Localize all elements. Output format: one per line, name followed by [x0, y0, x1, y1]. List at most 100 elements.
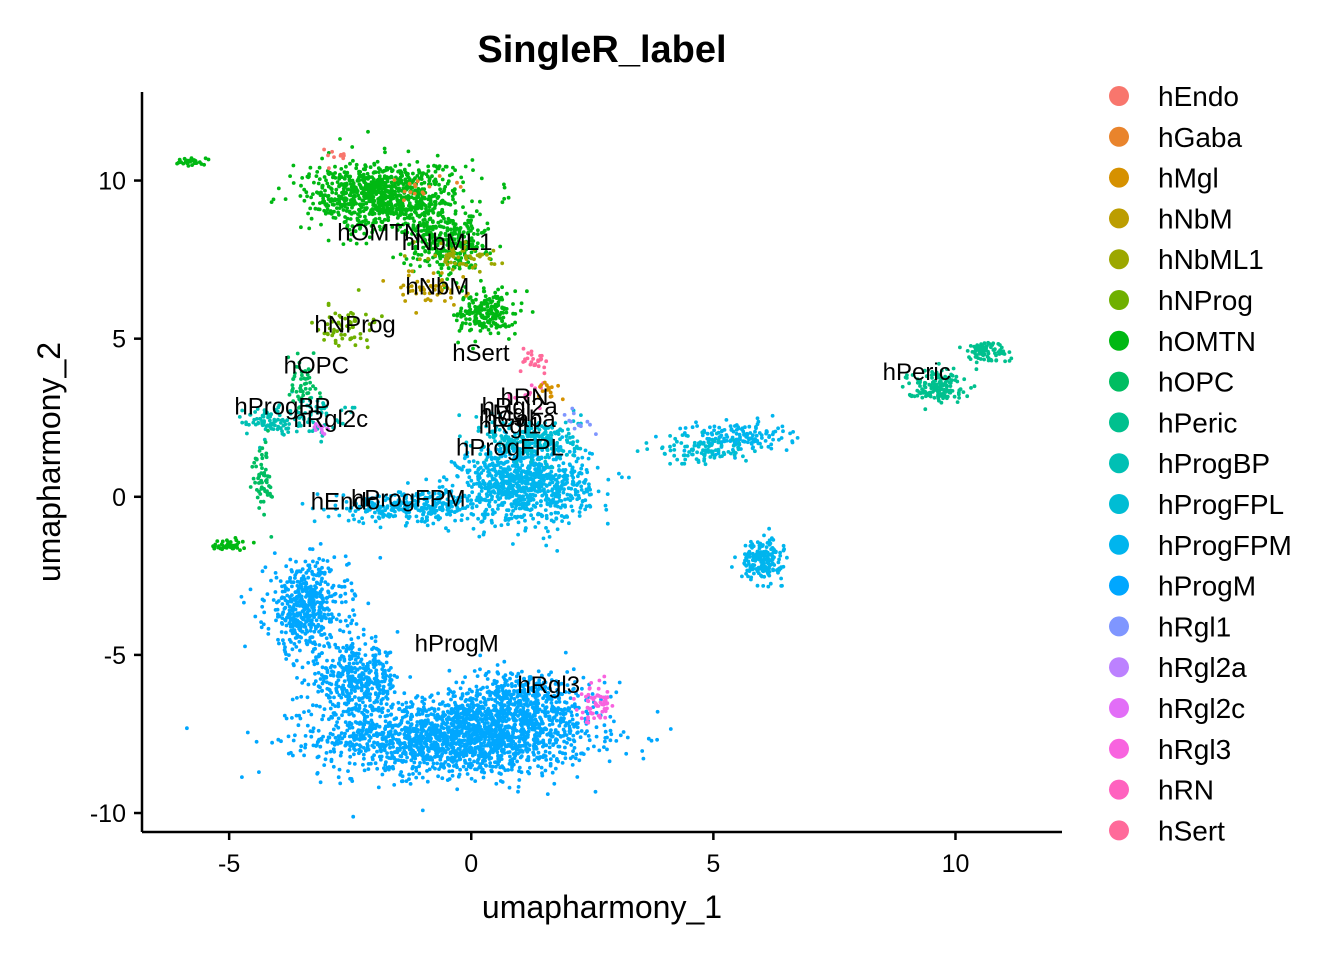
cell-point — [322, 763, 327, 767]
cell-point — [436, 707, 441, 711]
cell-point — [539, 483, 544, 487]
cell-point — [324, 693, 329, 697]
cell-point — [449, 697, 453, 702]
cell-point — [437, 728, 442, 733]
cell-point — [380, 772, 385, 777]
cell-point — [605, 492, 610, 496]
cell-point — [729, 427, 734, 432]
cell-point — [567, 706, 572, 711]
cell-point — [563, 700, 567, 704]
cell-point — [583, 507, 588, 512]
cell-point — [552, 781, 557, 786]
cell-point — [461, 721, 466, 726]
cell-point — [374, 731, 379, 736]
cell-point — [287, 637, 292, 642]
cell-point — [545, 732, 550, 737]
cell-point — [502, 742, 507, 747]
cell-point — [270, 740, 274, 745]
cell-point — [540, 709, 545, 714]
cell-point — [298, 716, 303, 721]
cell-point — [310, 605, 314, 610]
cell-point — [459, 696, 463, 701]
cell-point — [290, 569, 294, 574]
cell-point — [472, 741, 477, 745]
cell-point — [590, 692, 595, 696]
cell-point — [420, 749, 425, 754]
cell-point — [284, 657, 289, 661]
cell-point — [419, 731, 424, 736]
cell-point — [341, 629, 346, 634]
cell-point — [474, 693, 479, 698]
cell-point — [329, 635, 334, 640]
cell-point — [369, 718, 374, 723]
scatter-points — [175, 129, 1014, 819]
cell-point — [387, 514, 392, 519]
cell-point — [350, 708, 354, 712]
cell-point — [410, 752, 414, 757]
cell-point — [355, 661, 360, 666]
cell-point — [457, 413, 462, 418]
cell-point — [371, 726, 376, 731]
cell-point — [518, 712, 522, 716]
cell-point — [577, 514, 582, 518]
cell-point — [694, 420, 698, 425]
cell-point — [424, 743, 429, 747]
cell-point — [547, 535, 552, 539]
cell-point — [446, 747, 451, 751]
cell-point — [338, 649, 342, 654]
cell-point — [710, 432, 715, 437]
cell-point — [556, 732, 560, 736]
cell-point — [511, 542, 515, 546]
cell-point — [359, 744, 363, 749]
cell-point — [388, 686, 393, 691]
cell-point — [602, 680, 607, 685]
cell-point — [500, 780, 505, 784]
cell-point — [496, 507, 500, 511]
cell-point — [506, 508, 511, 513]
cell-point — [543, 712, 548, 717]
cell-point — [272, 551, 277, 555]
cell-point — [404, 734, 409, 739]
cell-point — [395, 723, 399, 728]
cell-point — [262, 610, 267, 615]
cell-point — [541, 755, 545, 760]
cell-point — [460, 467, 464, 472]
cell-point — [374, 646, 379, 651]
cell-point — [312, 519, 317, 524]
cell-point — [478, 764, 482, 768]
cell-point — [495, 750, 500, 755]
cell-point — [494, 781, 499, 786]
cell-point — [417, 771, 422, 776]
cell-point — [365, 745, 370, 750]
cell-point — [419, 519, 424, 524]
cell-point — [437, 754, 442, 759]
cell-point — [557, 468, 561, 472]
cell-point — [682, 448, 687, 453]
cell-point — [640, 749, 645, 753]
cell-point — [333, 642, 338, 647]
cell-point — [768, 581, 773, 586]
cell-point — [475, 735, 480, 740]
cell-point — [291, 612, 296, 617]
cell-point — [436, 691, 440, 696]
cell-point — [434, 751, 439, 755]
cell-point — [499, 739, 503, 744]
cell-point — [350, 618, 355, 623]
cell-point — [332, 592, 337, 597]
cell-point — [369, 703, 373, 708]
cell-point — [514, 492, 519, 497]
cell-point — [263, 565, 268, 570]
cell-point — [422, 702, 426, 706]
cell-point — [446, 762, 451, 767]
cell-point — [541, 536, 546, 541]
cell-point — [531, 744, 536, 749]
cell-point — [503, 695, 508, 700]
cell-point — [338, 628, 342, 632]
cell-point — [764, 549, 768, 554]
cell-point — [563, 650, 568, 655]
cell-point — [370, 514, 375, 519]
cell-point — [546, 529, 550, 534]
cell-point — [759, 560, 764, 564]
cell-point — [468, 717, 473, 722]
cell-point — [301, 615, 306, 620]
